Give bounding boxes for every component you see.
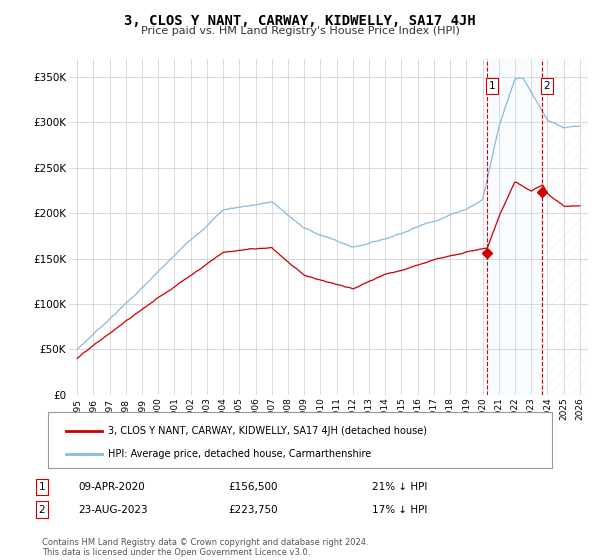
Text: 21% ↓ HPI: 21% ↓ HPI (372, 482, 427, 492)
Text: HPI: Average price, detached house, Carmarthenshire: HPI: Average price, detached house, Carm… (108, 449, 371, 459)
Text: Contains HM Land Registry data © Crown copyright and database right 2024.
This d: Contains HM Land Registry data © Crown c… (42, 538, 368, 557)
Text: £223,750: £223,750 (228, 505, 278, 515)
Text: 23-AUG-2023: 23-AUG-2023 (78, 505, 148, 515)
Text: 17% ↓ HPI: 17% ↓ HPI (372, 505, 427, 515)
Text: 09-APR-2020: 09-APR-2020 (78, 482, 145, 492)
Text: 2: 2 (38, 505, 46, 515)
Text: 1: 1 (488, 81, 495, 91)
Text: 3, CLOS Y NANT, CARWAY, KIDWELLY, SA17 4JH (detached house): 3, CLOS Y NANT, CARWAY, KIDWELLY, SA17 4… (108, 426, 427, 436)
Text: Price paid vs. HM Land Registry's House Price Index (HPI): Price paid vs. HM Land Registry's House … (140, 26, 460, 36)
Text: 1: 1 (38, 482, 46, 492)
Bar (487, 59, 542, 395)
Bar (542, 59, 588, 395)
Text: 3, CLOS Y NANT, CARWAY, KIDWELLY, SA17 4JH: 3, CLOS Y NANT, CARWAY, KIDWELLY, SA17 4… (124, 14, 476, 28)
Text: £156,500: £156,500 (228, 482, 277, 492)
Text: 2: 2 (544, 81, 550, 91)
